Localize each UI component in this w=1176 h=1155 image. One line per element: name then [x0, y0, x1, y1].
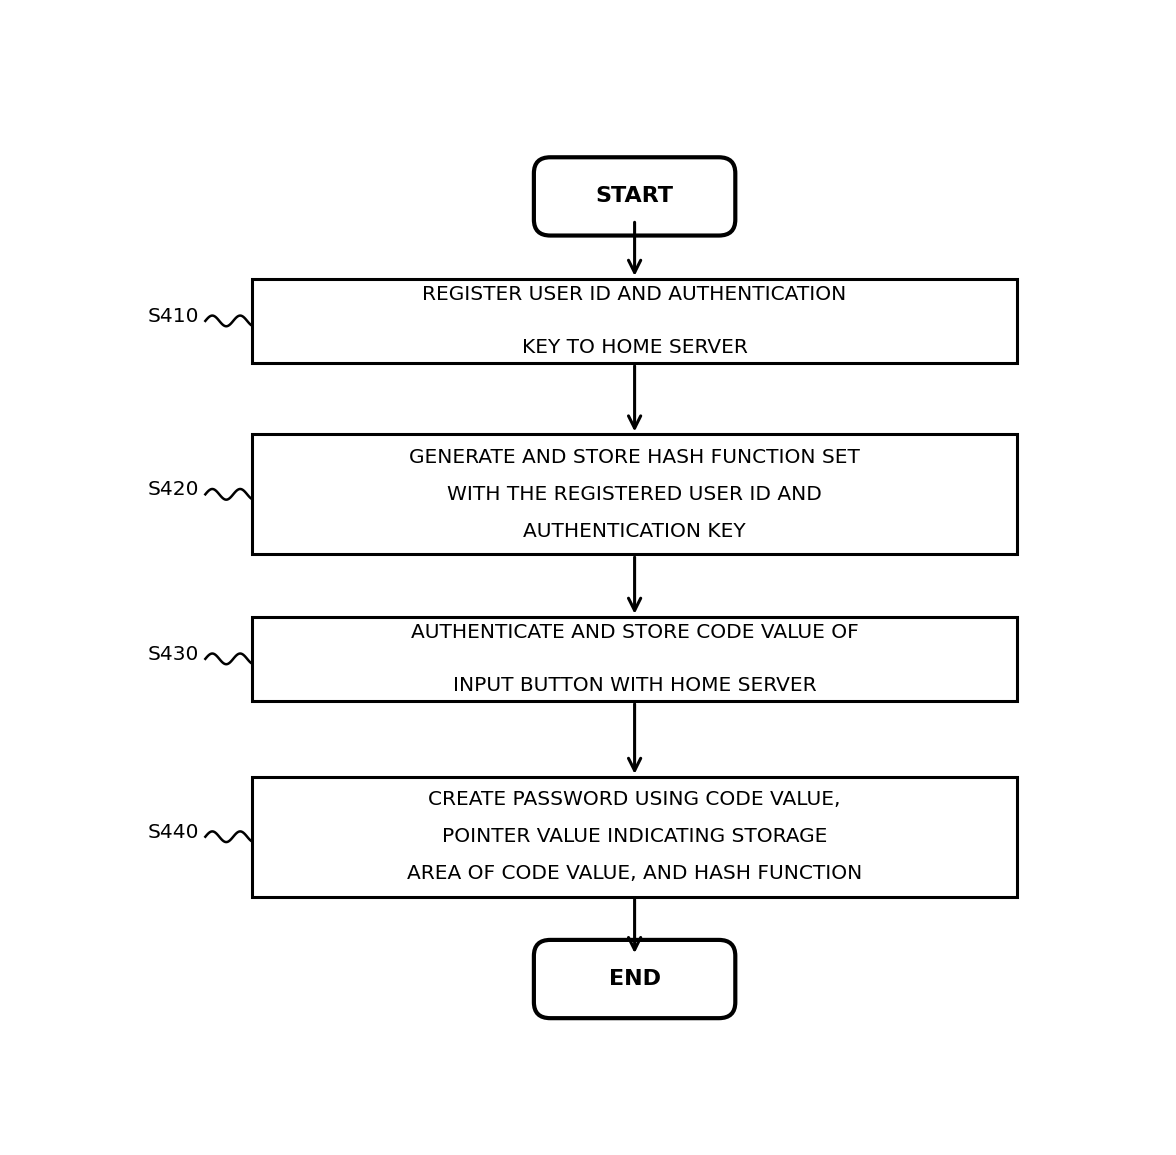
Text: WITH THE REGISTERED USER ID AND: WITH THE REGISTERED USER ID AND [447, 485, 822, 504]
FancyBboxPatch shape [252, 776, 1017, 896]
FancyBboxPatch shape [252, 278, 1017, 363]
Text: GENERATE AND STORE HASH FUNCTION SET: GENERATE AND STORE HASH FUNCTION SET [409, 448, 860, 467]
Text: CREATE PASSWORD USING CODE VALUE,: CREATE PASSWORD USING CODE VALUE, [428, 790, 841, 808]
Text: AREA OF CODE VALUE, AND HASH FUNCTION: AREA OF CODE VALUE, AND HASH FUNCTION [407, 864, 862, 884]
Text: END: END [609, 969, 661, 989]
Text: KEY TO HOME SERVER: KEY TO HOME SERVER [522, 337, 748, 357]
Text: INPUT BUTTON WITH HOME SERVER: INPUT BUTTON WITH HOME SERVER [453, 676, 816, 694]
FancyBboxPatch shape [252, 434, 1017, 554]
Text: POINTER VALUE INDICATING STORAGE: POINTER VALUE INDICATING STORAGE [442, 827, 827, 847]
FancyBboxPatch shape [534, 157, 735, 236]
FancyBboxPatch shape [252, 617, 1017, 701]
Text: S440: S440 [147, 822, 199, 842]
Text: AUTHENTICATION KEY: AUTHENTICATION KEY [523, 522, 746, 541]
Text: START: START [595, 186, 674, 207]
Text: AUTHENTICATE AND STORE CODE VALUE OF: AUTHENTICATE AND STORE CODE VALUE OF [410, 624, 858, 642]
Text: REGISTER USER ID AND AUTHENTICATION: REGISTER USER ID AND AUTHENTICATION [422, 285, 847, 304]
Text: S420: S420 [147, 480, 199, 499]
FancyBboxPatch shape [534, 940, 735, 1019]
Text: S430: S430 [147, 644, 199, 664]
Text: S410: S410 [147, 307, 199, 326]
